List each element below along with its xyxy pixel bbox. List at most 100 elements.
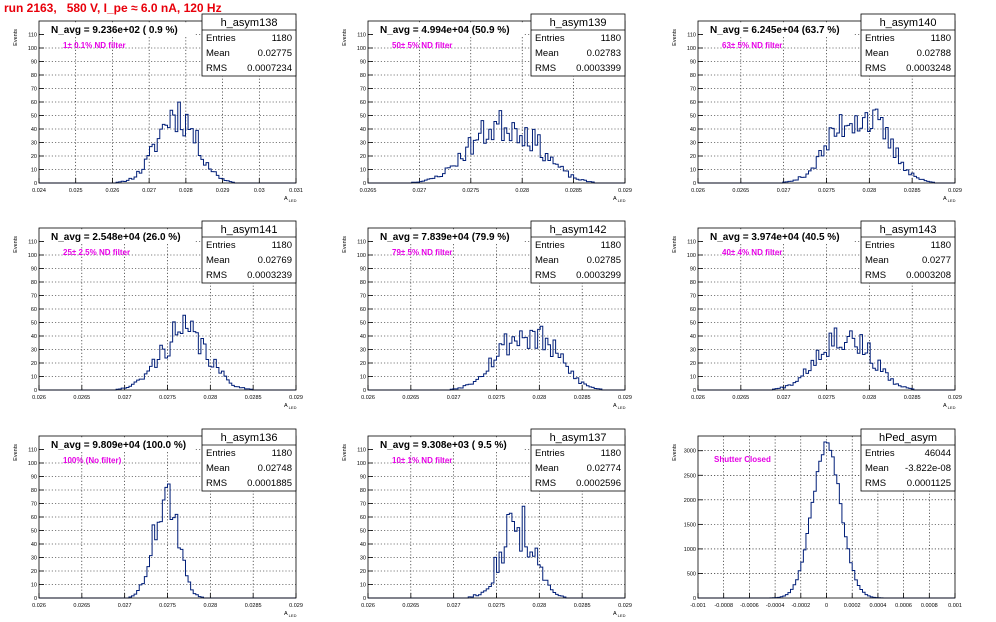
navg-label: N_avg = 6.245e+04 (63.7 %) bbox=[710, 25, 840, 36]
stats-value: 0.0003208 bbox=[906, 270, 951, 281]
stats-label: Entries bbox=[206, 240, 236, 251]
navg-background bbox=[45, 230, 195, 243]
stats-value: 0.02788 bbox=[917, 48, 951, 59]
y-axis-title: Events bbox=[342, 444, 348, 461]
x-tick-label: -0.0008 bbox=[714, 603, 733, 609]
histogram-name: h_asym138 bbox=[221, 17, 278, 29]
x-tick-label: 0.027 bbox=[447, 395, 461, 401]
navg-background bbox=[45, 438, 195, 451]
y-tick-label: 20 bbox=[360, 154, 366, 160]
stats-label: RMS bbox=[206, 270, 227, 281]
y-tick-label: 60 bbox=[690, 307, 696, 313]
y-tick-label: 60 bbox=[31, 307, 37, 313]
stats-box bbox=[530, 428, 626, 492]
x-tick-label: -0.0002 bbox=[791, 603, 810, 609]
y-tick-label: 100 bbox=[357, 253, 366, 259]
y-tick-label: 50 bbox=[31, 114, 37, 120]
y-tick-label: 70 bbox=[690, 87, 696, 93]
y-tick-label: 80 bbox=[360, 280, 366, 286]
y-tick-label: 10 bbox=[360, 375, 366, 381]
stats-label: Entries bbox=[535, 33, 565, 44]
x-tick-label: 0.029 bbox=[289, 395, 303, 401]
x-tick-label: 0.026 bbox=[361, 603, 375, 609]
page-title: run 2163, 580 V, I_pe ≈ 6.0 nA, 120 Hz bbox=[4, 1, 222, 15]
y-tick-label: 70 bbox=[360, 294, 366, 300]
x-tick-label: 0.029 bbox=[216, 188, 230, 194]
stats-value: 0.02775 bbox=[258, 48, 292, 59]
y-axis-title: Events bbox=[672, 444, 678, 461]
histogram-panel-h_asym140: 0.026 0.0265 0.027 0.0275 0.028 0.0285 0.029 0 1… bbox=[672, 13, 962, 203]
y-tick-label: 30 bbox=[31, 348, 37, 354]
x-tick-label: 0.026 bbox=[32, 395, 46, 401]
y-tick-label: 1500 bbox=[684, 522, 696, 528]
x-tick-label: 0.0006 bbox=[895, 603, 912, 609]
stats-value: 0.0003399 bbox=[576, 63, 621, 74]
y-tick-label: 20 bbox=[690, 361, 696, 367]
x-tick-label: 0.028 bbox=[179, 188, 193, 194]
y-tick-label: 110 bbox=[687, 33, 696, 39]
stats-value: 1180 bbox=[272, 240, 292, 251]
x-tick-label: 0.0275 bbox=[159, 395, 176, 401]
x-tick-label: 0.0004 bbox=[869, 603, 886, 609]
x-axis-title: ALED bbox=[943, 196, 956, 203]
x-tick-label: 0.03 bbox=[254, 188, 265, 194]
histogram-panel-h_asym136: 0.026 0.0265 0.027 0.0275 0.028 0.0285 0.029 0 1… bbox=[13, 428, 303, 618]
stats-value: 1180 bbox=[931, 240, 951, 251]
y-tick-label: 0 bbox=[34, 181, 37, 187]
navg-background bbox=[704, 23, 854, 36]
x-axis-title: ALED bbox=[613, 403, 626, 410]
stats-label: Mean bbox=[865, 255, 889, 266]
x-tick-label: 0.026 bbox=[691, 395, 705, 401]
plot-frame bbox=[367, 20, 626, 184]
y-tick-label: 100 bbox=[28, 461, 37, 467]
x-tick-label: 0.026 bbox=[32, 603, 46, 609]
x-tick-label: 0.0275 bbox=[159, 603, 176, 609]
y-tick-label: 40 bbox=[690, 334, 696, 340]
stats-value: 0.0277 bbox=[922, 255, 951, 266]
histogram-name: h_asym136 bbox=[221, 432, 278, 444]
y-tick-label: 70 bbox=[31, 502, 37, 508]
x-tick-label: 0.027 bbox=[447, 603, 461, 609]
y-tick-label: 50 bbox=[31, 321, 37, 327]
y-tick-label: 110 bbox=[687, 240, 696, 246]
x-tick-label: 0.0275 bbox=[818, 395, 835, 401]
y-tick-label: 80 bbox=[31, 73, 37, 79]
y-tick-label: 40 bbox=[360, 127, 366, 133]
stats-label: RMS bbox=[206, 63, 227, 74]
y-tick-label: 100 bbox=[28, 46, 37, 52]
y-tick-label: 70 bbox=[360, 502, 366, 508]
x-tick-label: 0.0285 bbox=[574, 603, 591, 609]
x-tick-label: 0.028 bbox=[203, 603, 217, 609]
stats-box bbox=[530, 13, 626, 77]
histogram-panel-hPed_asym: -0.001 -0.0008 -0.0006 -0.0004 -0.0002 0 0.000… bbox=[672, 428, 962, 609]
stats-label: RMS bbox=[865, 270, 886, 281]
stats-value: 1180 bbox=[601, 33, 621, 44]
y-tick-label: 40 bbox=[31, 334, 37, 340]
y-tick-label: 100 bbox=[357, 46, 366, 52]
y-tick-label: 40 bbox=[360, 334, 366, 340]
histogram-panel-h_asym137: 0.026 0.0265 0.027 0.0275 0.028 0.0285 0.029 0 1… bbox=[342, 428, 632, 618]
stats-label: Mean bbox=[206, 255, 230, 266]
x-tick-label: 0.029 bbox=[289, 603, 303, 609]
stats-box bbox=[860, 220, 956, 284]
y-tick-label: 20 bbox=[31, 361, 37, 367]
x-tick-label: 0.0275 bbox=[488, 395, 505, 401]
y-tick-label: 60 bbox=[31, 100, 37, 106]
y-tick-label: 10 bbox=[31, 375, 37, 381]
x-tick-label: 0.027 bbox=[413, 188, 427, 194]
stats-label: Entries bbox=[535, 240, 565, 251]
stats-label: Entries bbox=[865, 33, 895, 44]
y-tick-label: 20 bbox=[690, 154, 696, 160]
y-tick-label: 90 bbox=[360, 60, 366, 66]
stats-box bbox=[201, 13, 297, 77]
x-tick-label: 0.026 bbox=[106, 188, 120, 194]
navg-label: N_avg = 4.994e+04 (50.9 %) bbox=[380, 25, 510, 36]
stats-label: RMS bbox=[206, 478, 227, 489]
y-tick-label: 50 bbox=[360, 321, 366, 327]
navg-label: N_avg = 9.236e+02 ( 0.9 %) bbox=[51, 25, 178, 36]
x-tick-label: 0.027 bbox=[777, 188, 791, 194]
y-tick-label: 40 bbox=[690, 127, 696, 133]
y-tick-label: 20 bbox=[31, 569, 37, 575]
y-axis-title: Events bbox=[13, 29, 19, 46]
histogram-panel-h_asym143: 0.026 0.0265 0.027 0.0275 0.028 0.0285 0.029 0 1… bbox=[672, 220, 962, 410]
